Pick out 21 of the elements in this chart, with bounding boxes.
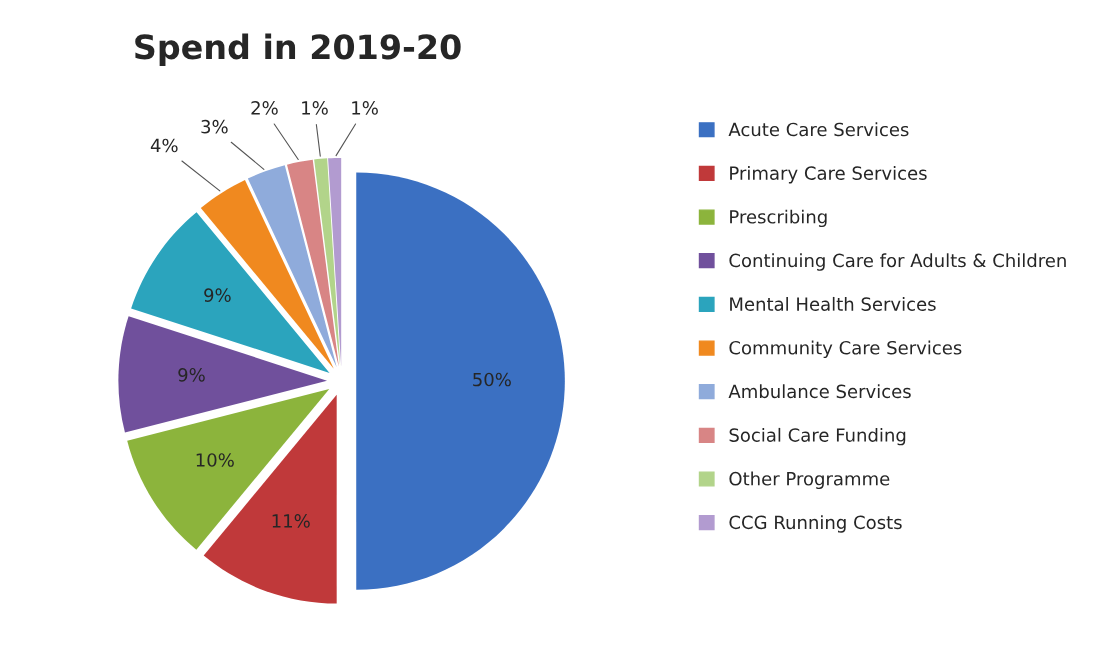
data-label: 1% [352, 101, 378, 115]
legend-label: Primary Care Services [730, 165, 927, 184]
legend-label: Continuing Care for Adults & Children [729, 253, 1066, 271]
legend-label: Mental Health Services [730, 296, 936, 311]
data-label: 2% [251, 101, 278, 115]
legend-label: Prescribing [730, 209, 827, 228]
data-label: 3% [201, 119, 228, 134]
data-label: 9% [204, 288, 231, 302]
data-label: 9% [178, 367, 205, 382]
legend-label: Community Care Services [729, 340, 962, 359]
legend-label: CCG Running Costs [729, 515, 902, 533]
legend-label: Ambulance Services [728, 384, 911, 399]
data-label: 4% [150, 138, 178, 153]
data-label: 10% [196, 453, 234, 467]
legend-label: Social Care Funding [729, 427, 906, 446]
data-label: 11% [272, 514, 310, 528]
data-label: 50% [473, 372, 511, 387]
legend-label: Other Programme [729, 471, 890, 490]
data-label: 1% [302, 101, 328, 115]
legend-label: Acute Care Services [728, 122, 909, 137]
chart-title: Spend in 2019-20 [135, 33, 461, 66]
